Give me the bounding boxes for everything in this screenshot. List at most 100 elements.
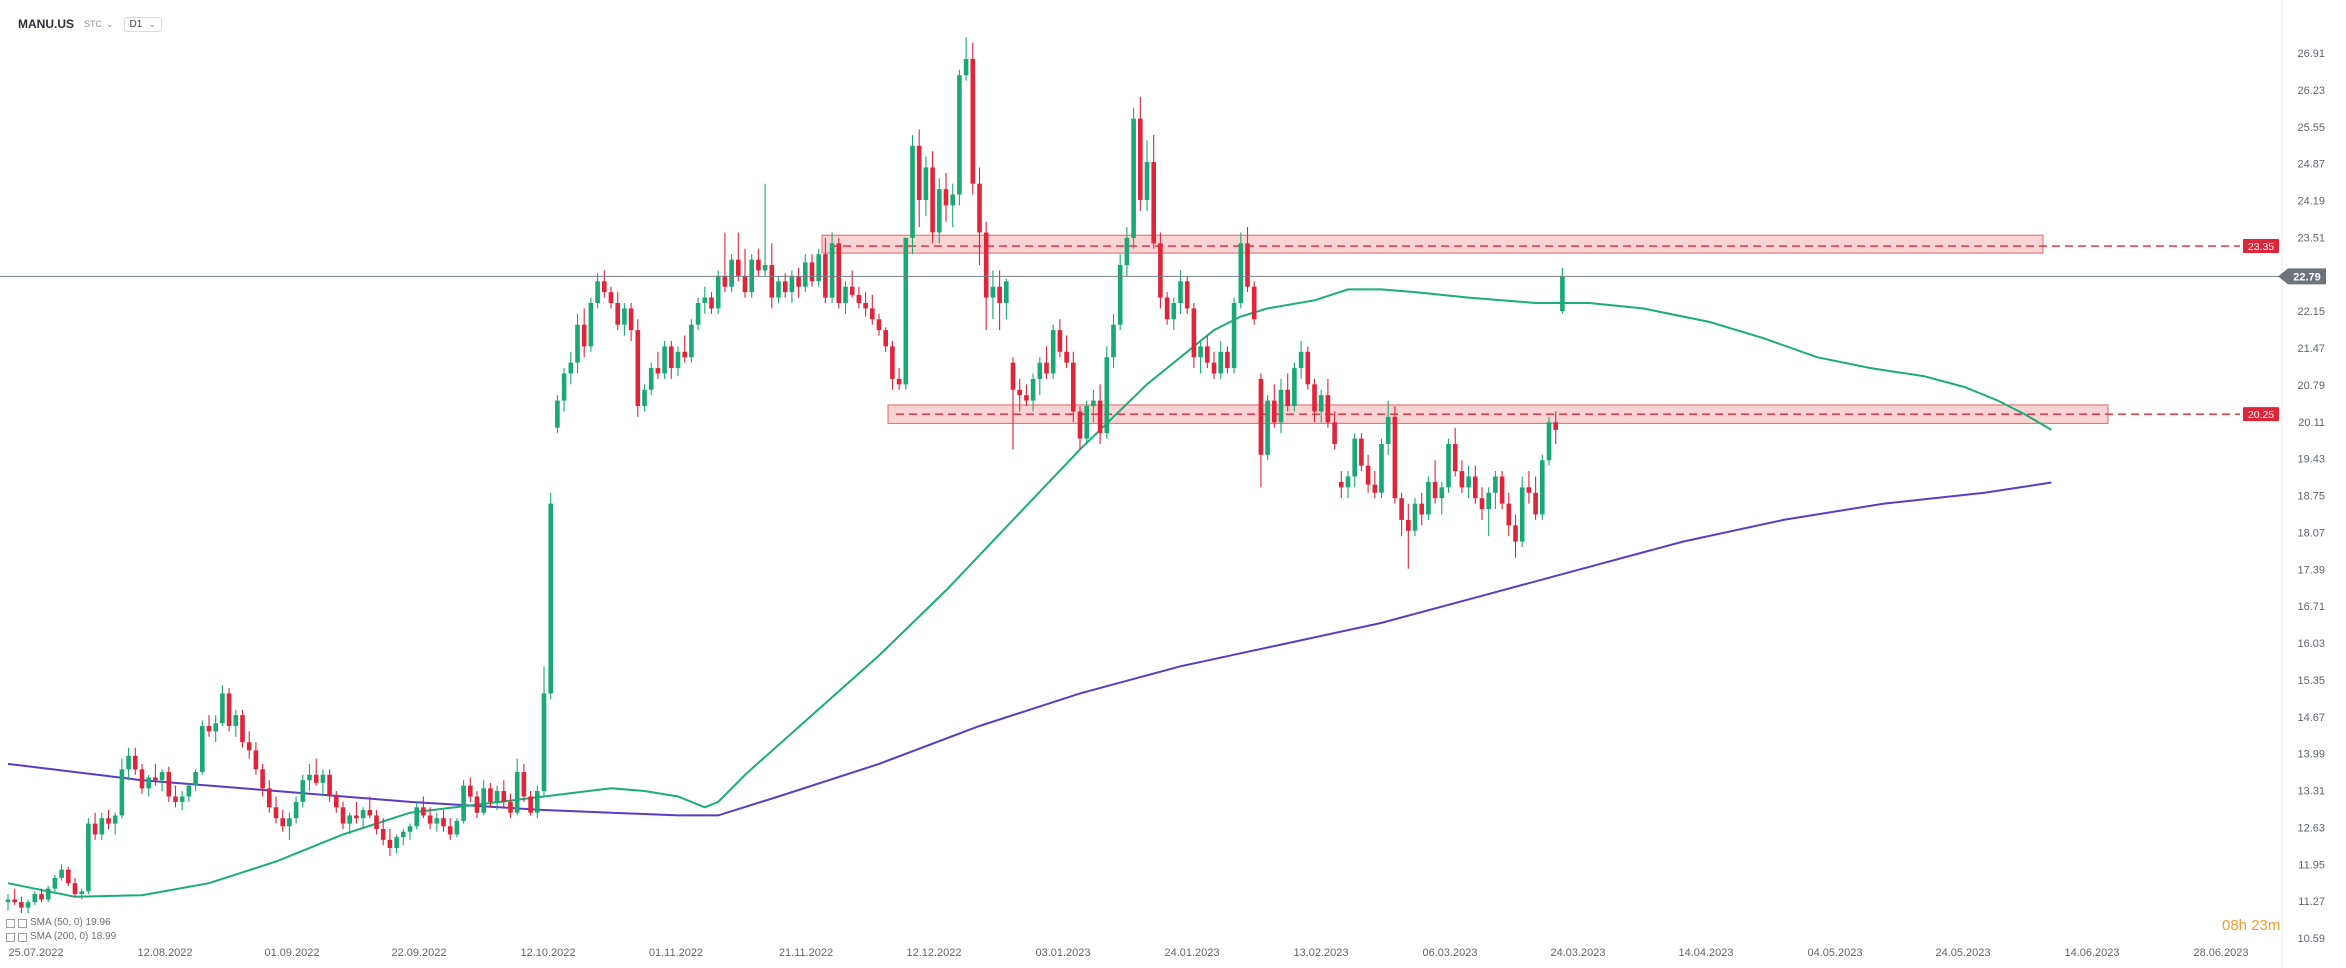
candle-body: [334, 796, 339, 808]
candle-body: [1198, 346, 1203, 358]
candle-body: [722, 275, 728, 287]
candle: [347, 812, 352, 835]
candle: [441, 810, 446, 832]
candle: [608, 286, 614, 309]
candle-body: [535, 791, 540, 813]
candle-body: [662, 346, 667, 374]
candle: [602, 270, 607, 298]
x-tick-label: 21.11.2022: [779, 947, 833, 959]
candle: [1473, 465, 1478, 504]
candle-body: [12, 899, 17, 903]
candle-body: [1466, 476, 1471, 488]
x-tick-label: 03.01.2023: [1035, 947, 1090, 959]
candle-body: [1064, 351, 1069, 363]
candle-body: [153, 777, 158, 781]
settings-icon[interactable]: [6, 932, 15, 942]
settings-icon[interactable]: [6, 918, 15, 928]
candle: [481, 780, 486, 816]
timeframe-select[interactable]: D1 ⌄: [123, 16, 162, 32]
candle-body: [253, 750, 259, 770]
candle: [1144, 140, 1150, 211]
candle-body: [313, 774, 319, 783]
candle: [327, 769, 332, 802]
candle: [1251, 281, 1257, 325]
candle-body: [474, 796, 480, 813]
candle-body: [575, 324, 580, 363]
candle: [682, 335, 687, 363]
price-label-current: 22.79: [2278, 268, 2326, 285]
candle: [1231, 297, 1237, 374]
candle-body: [1292, 368, 1297, 407]
candle: [1238, 232, 1244, 309]
candle-body: [293, 801, 299, 819]
candle: [5, 894, 11, 911]
candle: [702, 286, 708, 314]
stc-label: STC: [84, 19, 102, 29]
candle-body: [1010, 362, 1016, 390]
stc-selector[interactable]: STC ⌄: [84, 19, 114, 30]
legend-sma50[interactable]: SMA (50, 0) 19.96: [6, 916, 116, 930]
candle: [1171, 297, 1177, 331]
close-icon[interactable]: [18, 918, 27, 928]
candle-body: [642, 389, 647, 407]
candle-body: [1004, 281, 1009, 303]
candle: [648, 362, 654, 396]
x-tick-label: 24.03.2023: [1550, 947, 1605, 959]
y-tick-label: 17.39: [2297, 564, 2325, 576]
candle: [1205, 335, 1210, 369]
candle-body: [32, 894, 38, 903]
candle-body: [92, 823, 98, 835]
candle-body: [1359, 438, 1364, 466]
candle-body: [1339, 481, 1344, 488]
candle: [1560, 267, 1565, 314]
symbol-label[interactable]: MANU.US: [18, 17, 74, 31]
candle-body: [494, 791, 500, 802]
price-tag: [2243, 239, 2279, 254]
candle-body: [635, 330, 641, 407]
candle-body: [870, 308, 875, 320]
candle-body: [461, 785, 466, 821]
candle: [715, 270, 721, 314]
y-tick-label: 26.91: [2297, 48, 2325, 60]
candle-body: [541, 693, 547, 792]
candle-body: [943, 189, 949, 206]
legend-sma200[interactable]: SMA (200, 0) 18.99: [6, 930, 116, 944]
candle: [380, 818, 386, 846]
candle: [246, 731, 252, 759]
candle: [910, 134, 915, 255]
candle-body: [957, 75, 962, 195]
candle-body: [769, 265, 775, 298]
close-icon[interactable]: [18, 932, 27, 942]
candle-body: [896, 378, 902, 385]
y-tick-label: 18.07: [2297, 527, 2325, 539]
candle: [890, 340, 895, 390]
candle-body: [1265, 400, 1270, 455]
price-labels: 23.35 20.25 22.79: [2243, 239, 2326, 422]
candle: [1117, 254, 1123, 331]
candle: [273, 796, 279, 824]
candle: [1399, 492, 1404, 537]
candle-body: [675, 351, 681, 369]
candle: [494, 785, 500, 811]
candle-body: [367, 810, 373, 816]
candle: [119, 758, 125, 819]
candle-body: [977, 183, 982, 233]
candle: [1004, 278, 1009, 320]
candle: [1486, 487, 1491, 537]
candle: [39, 888, 44, 903]
candle: [642, 384, 647, 412]
candle-body: [327, 774, 332, 797]
y-tick-label: 19.43: [2297, 454, 2325, 466]
y-tick-label: 16.03: [2297, 638, 2325, 650]
candle-body: [756, 259, 761, 271]
candle: [374, 810, 379, 835]
candle: [937, 178, 942, 244]
candle: [1385, 400, 1391, 455]
candle: [1191, 302, 1197, 369]
candle: [146, 774, 151, 797]
candle-body: [434, 818, 440, 824]
candle: [595, 273, 600, 309]
candle-body: [803, 262, 808, 287]
candle-body: [454, 820, 460, 835]
